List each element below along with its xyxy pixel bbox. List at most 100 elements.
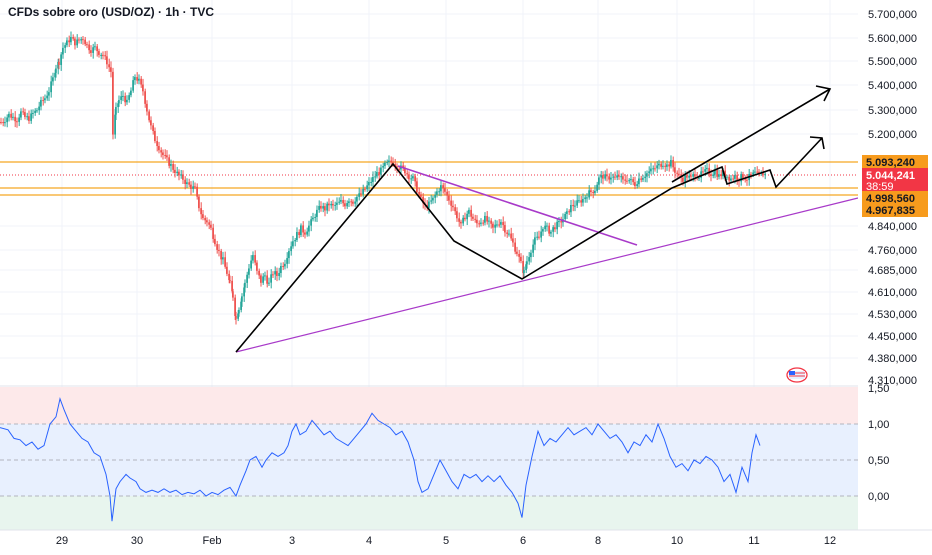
candle bbox=[240, 301, 242, 310]
candle bbox=[6, 117, 8, 123]
candle bbox=[68, 40, 70, 43]
candle bbox=[136, 77, 138, 81]
candle bbox=[28, 116, 30, 121]
candle bbox=[640, 178, 642, 180]
candle bbox=[756, 171, 758, 173]
candle bbox=[458, 218, 460, 222]
candle bbox=[318, 205, 320, 210]
candle bbox=[243, 287, 245, 297]
candle bbox=[572, 204, 574, 207]
candle bbox=[372, 176, 374, 182]
target-arrow-upper[interactable] bbox=[671, 88, 831, 183]
candle bbox=[266, 275, 268, 284]
price-axis[interactable]: 5.700,000 5.600,000 5.500,000 5.400,000 … bbox=[868, 9, 917, 387]
candle bbox=[184, 179, 186, 185]
candle bbox=[376, 172, 378, 177]
candle bbox=[292, 241, 294, 247]
time-tick: 29 bbox=[56, 535, 68, 547]
time-tick: 8 bbox=[595, 535, 601, 547]
candle bbox=[482, 222, 484, 224]
candle bbox=[554, 227, 556, 230]
ascending-support-trendline[interactable] bbox=[235, 197, 859, 353]
candle bbox=[44, 98, 46, 101]
candle bbox=[560, 221, 562, 223]
candle bbox=[430, 200, 432, 202]
candle bbox=[512, 238, 514, 243]
candle bbox=[237, 313, 239, 319]
candle bbox=[220, 250, 222, 260]
candle bbox=[304, 232, 306, 235]
candle bbox=[470, 209, 472, 217]
candle bbox=[286, 258, 288, 264]
candle bbox=[740, 174, 742, 182]
candle bbox=[466, 213, 468, 220]
candle bbox=[634, 182, 636, 187]
candle bbox=[210, 224, 212, 228]
zigzag-drawing[interactable] bbox=[235, 137, 823, 353]
candle bbox=[328, 203, 330, 206]
candle bbox=[10, 113, 12, 118]
candle bbox=[276, 271, 278, 277]
candle bbox=[474, 218, 476, 220]
candle bbox=[117, 103, 119, 108]
candle bbox=[146, 103, 148, 112]
candle bbox=[480, 222, 482, 224]
candle bbox=[540, 231, 542, 238]
candle bbox=[500, 222, 502, 225]
candle bbox=[202, 214, 204, 219]
candle bbox=[462, 217, 464, 224]
candle bbox=[112, 71, 114, 135]
candle bbox=[556, 221, 558, 230]
us-flag-icon[interactable] bbox=[786, 367, 808, 383]
candle bbox=[108, 64, 110, 68]
candle bbox=[678, 173, 680, 175]
oscillator-axis[interactable]: 1,50 1,00 0,50 0,00 bbox=[868, 383, 889, 503]
candle bbox=[78, 39, 80, 41]
candle bbox=[438, 191, 440, 193]
candle bbox=[20, 111, 22, 118]
candle bbox=[52, 77, 54, 82]
lower-arrowhead bbox=[809, 136, 825, 150]
candle bbox=[514, 242, 516, 252]
candle bbox=[644, 176, 646, 179]
candle bbox=[76, 39, 78, 46]
price-tick: 5.500,000 bbox=[868, 56, 917, 68]
candle bbox=[62, 47, 64, 55]
candle bbox=[332, 203, 334, 206]
candle bbox=[360, 193, 362, 195]
candle bbox=[32, 112, 34, 114]
candle bbox=[576, 200, 578, 206]
candle bbox=[74, 38, 76, 46]
candle bbox=[734, 175, 736, 179]
candle bbox=[308, 225, 310, 232]
candle bbox=[570, 204, 572, 213]
candle bbox=[708, 167, 710, 175]
candle bbox=[612, 176, 614, 178]
level-high-badge bbox=[862, 155, 928, 169]
candle bbox=[296, 232, 298, 240]
candle bbox=[354, 201, 356, 204]
candle bbox=[750, 173, 752, 175]
candle bbox=[536, 236, 538, 238]
candles bbox=[0, 31, 766, 325]
candle bbox=[114, 114, 116, 135]
candle bbox=[288, 251, 290, 259]
candle bbox=[14, 116, 16, 122]
time-axis[interactable]: 29 30 Feb 3 4 5 6 8 10 11 12 bbox=[56, 535, 836, 547]
candle bbox=[730, 178, 732, 181]
candle bbox=[244, 282, 246, 288]
candle bbox=[492, 223, 494, 228]
candle bbox=[92, 47, 94, 53]
candle bbox=[656, 165, 658, 169]
descending-resistance-trendline[interactable] bbox=[397, 165, 638, 246]
candle bbox=[544, 225, 546, 230]
candle bbox=[694, 174, 696, 177]
candle bbox=[648, 171, 650, 174]
candle bbox=[274, 271, 276, 275]
candle bbox=[154, 130, 156, 142]
candle bbox=[158, 146, 160, 151]
candle bbox=[326, 203, 328, 211]
candle bbox=[282, 266, 284, 268]
